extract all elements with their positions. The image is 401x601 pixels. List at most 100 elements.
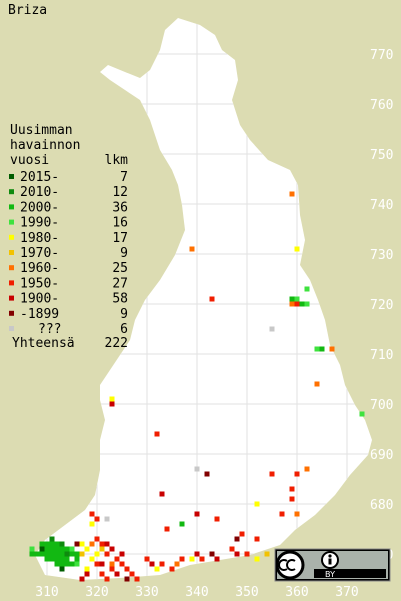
legend-swatch (9, 189, 14, 195)
legend-swatch (9, 204, 14, 210)
square (49, 536, 55, 542)
square (94, 551, 100, 557)
legend-title: havainnon (10, 138, 80, 153)
x-tick-label: 360 (285, 585, 308, 600)
square (49, 541, 55, 547)
y-tick-label: 770 (370, 48, 393, 63)
legend-count: 9 (120, 246, 128, 261)
square (289, 496, 295, 502)
legend-label: -1899 (20, 307, 59, 322)
square (144, 556, 150, 562)
square (94, 516, 100, 522)
legend-label: 2015- (20, 170, 59, 185)
square (179, 556, 185, 562)
legend-count: 7 (120, 170, 128, 185)
x-tick-label: 340 (185, 585, 208, 600)
square (189, 246, 195, 252)
square (209, 551, 215, 557)
y-tick-label: 680 (370, 498, 393, 513)
square (289, 301, 295, 307)
legend-count: 6 (120, 322, 128, 337)
square (129, 571, 135, 577)
square (289, 296, 295, 302)
square (109, 566, 115, 572)
square (314, 346, 320, 352)
square (99, 571, 105, 577)
legend-swatch (9, 174, 14, 179)
square (54, 561, 60, 567)
square (289, 486, 295, 492)
square (84, 546, 90, 552)
square (269, 471, 275, 477)
square (164, 526, 170, 532)
legend-label: 1990- (20, 216, 59, 231)
square (179, 521, 185, 527)
square (254, 536, 260, 542)
cc-glyph (278, 559, 296, 571)
legend-swatch (9, 250, 14, 255)
square (94, 536, 100, 542)
y-tick-label: 740 (370, 198, 393, 213)
square (234, 536, 240, 542)
square (89, 521, 95, 527)
square (49, 546, 55, 552)
square (204, 471, 210, 477)
legend-count: 25 (112, 261, 128, 276)
legend-count: 12 (112, 185, 128, 200)
square (109, 561, 115, 567)
legend-label: 2010- (20, 185, 59, 200)
square (79, 541, 85, 547)
y-tick-label: 750 (370, 148, 393, 163)
square (49, 556, 55, 562)
square (289, 191, 295, 197)
square (194, 551, 200, 557)
square (54, 541, 60, 547)
square (59, 561, 65, 567)
square (239, 531, 245, 537)
square (214, 556, 220, 562)
square (359, 411, 365, 417)
y-tick-label: 690 (370, 448, 393, 463)
square (54, 556, 60, 562)
square (304, 466, 310, 472)
square (79, 576, 85, 582)
square (84, 566, 90, 572)
square (189, 556, 195, 562)
square (69, 546, 75, 552)
square (294, 296, 300, 302)
square (89, 511, 95, 517)
square (264, 551, 270, 557)
square (94, 561, 100, 567)
square (54, 551, 60, 557)
by-body (328, 558, 332, 565)
square (149, 561, 155, 567)
square (194, 511, 200, 517)
square (304, 301, 310, 307)
square (44, 551, 50, 557)
square (64, 551, 70, 557)
y-tick-label: 700 (370, 398, 393, 413)
square (229, 546, 235, 552)
square (59, 541, 65, 547)
square (269, 326, 275, 332)
y-tick-label: 720 (370, 298, 393, 313)
square (294, 471, 300, 477)
square (29, 551, 35, 557)
x-tick-label: 350 (235, 585, 258, 600)
square (294, 511, 300, 517)
x-tick-label: 330 (135, 585, 158, 600)
by-head (328, 554, 332, 558)
legend-count: 27 (112, 276, 128, 291)
square (109, 401, 115, 407)
legend-count: 58 (112, 292, 128, 307)
square (44, 546, 50, 552)
square (99, 561, 105, 567)
legend-label: 2000- (20, 200, 59, 215)
square (59, 566, 65, 572)
square (114, 556, 120, 562)
square (59, 546, 65, 552)
square (199, 556, 205, 562)
square (154, 566, 160, 572)
square (104, 576, 110, 582)
